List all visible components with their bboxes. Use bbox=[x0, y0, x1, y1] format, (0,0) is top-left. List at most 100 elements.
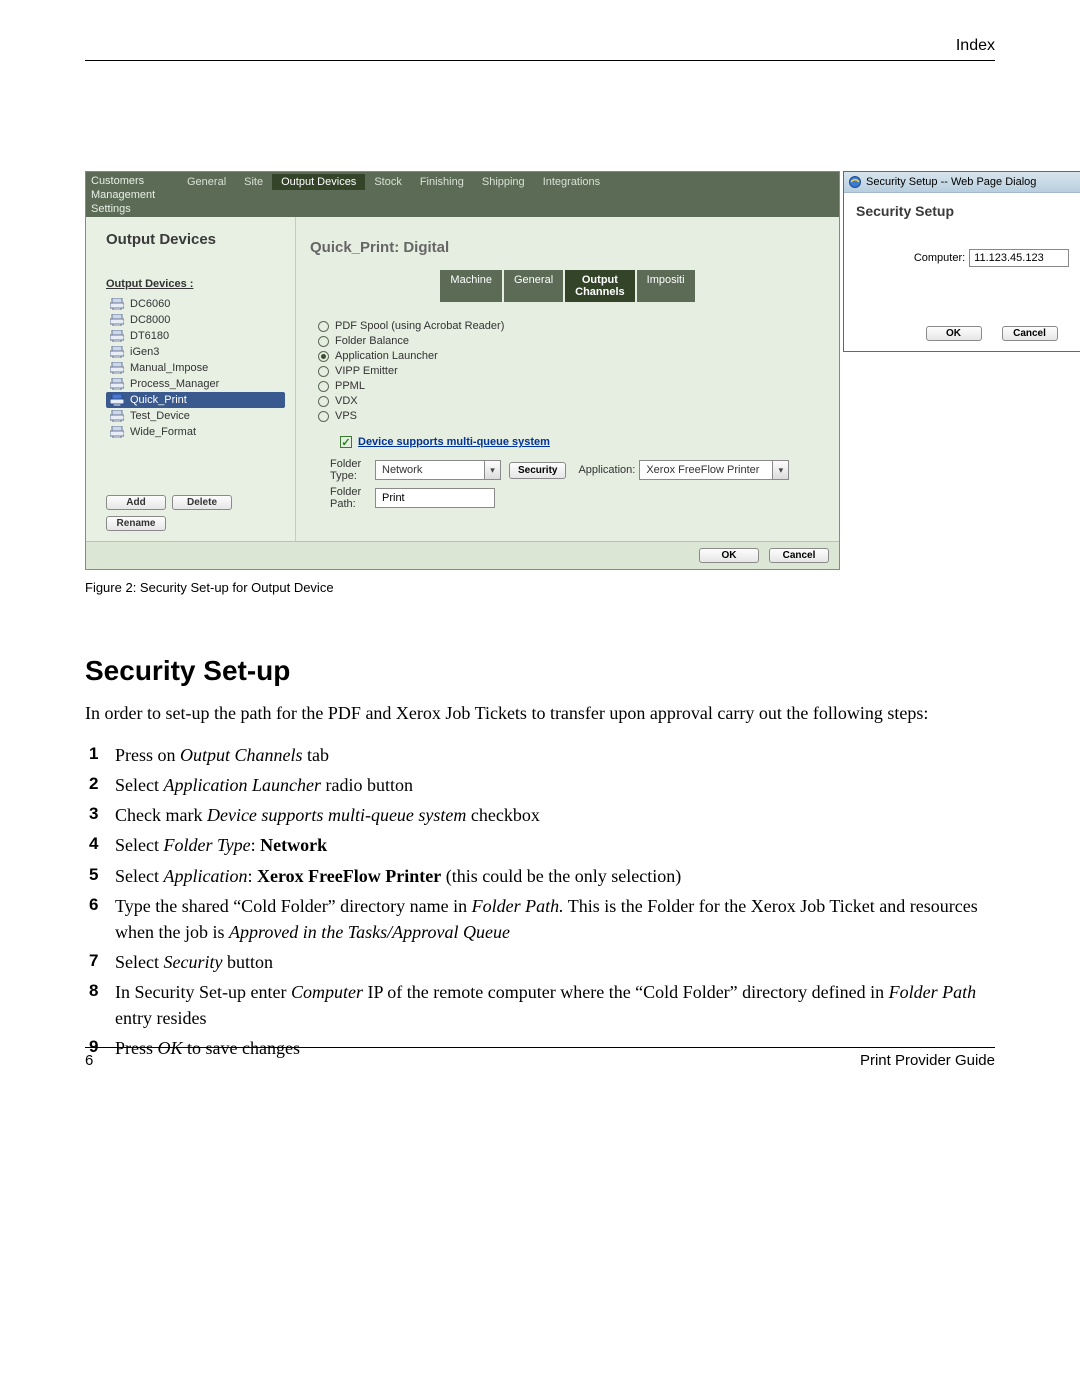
detail-title: Quick_Print: Digital bbox=[310, 239, 825, 256]
folder-type-select[interactable]: Network ▾ bbox=[375, 460, 501, 480]
steps-list: Press on Output Channels tab Select Appl… bbox=[89, 742, 995, 1061]
application-value: Xerox FreeFlow Printer bbox=[646, 464, 759, 476]
dialog-cancel-button[interactable]: Cancel bbox=[1002, 326, 1058, 341]
radio-icon bbox=[318, 381, 329, 392]
device-item[interactable]: Test_Device bbox=[106, 408, 285, 424]
printer-icon bbox=[110, 394, 124, 406]
form-grid: Folder Type: Network ▾ Security Applicat… bbox=[330, 458, 825, 510]
radio-option[interactable]: VPS bbox=[318, 410, 825, 422]
tab-site[interactable]: Site bbox=[235, 174, 272, 190]
intro-paragraph: In order to set-up the path for the PDF … bbox=[85, 701, 995, 726]
printer-icon bbox=[110, 314, 124, 326]
ok-button[interactable]: OK bbox=[699, 548, 759, 563]
work-area: Output Devices Output Devices : DC6060DC… bbox=[86, 217, 839, 541]
device-item[interactable]: Process_Manager bbox=[106, 376, 285, 392]
radio-icon bbox=[318, 366, 329, 377]
radio-option[interactable]: Application Launcher bbox=[318, 350, 825, 362]
device-item[interactable]: iGen3 bbox=[106, 344, 285, 360]
device-list-title: Output Devices : bbox=[106, 278, 285, 290]
folder-path-input[interactable] bbox=[375, 488, 495, 508]
device-item[interactable]: DC8000 bbox=[106, 312, 285, 328]
device-label: Quick_Print bbox=[130, 394, 187, 406]
menubar: Customers Management Settings General Si… bbox=[86, 172, 839, 217]
printer-icon bbox=[110, 426, 124, 438]
dialog-ok-button[interactable]: OK bbox=[926, 326, 982, 341]
device-item[interactable]: DT6180 bbox=[106, 328, 285, 344]
step-7: Select Security button bbox=[89, 949, 995, 975]
menu-management[interactable]: Management bbox=[91, 188, 173, 202]
tab-general[interactable]: General bbox=[178, 174, 235, 190]
radio-option[interactable]: PDF Spool (using Acrobat Reader) bbox=[318, 320, 825, 332]
dtab-machine[interactable]: Machine bbox=[440, 270, 502, 302]
menubar-left: Customers Management Settings bbox=[86, 172, 178, 218]
device-label: Wide_Format bbox=[130, 426, 196, 438]
bottom-bar: OK Cancel bbox=[86, 541, 839, 569]
printer-icon bbox=[110, 298, 124, 310]
step-5: Select Application: Xerox FreeFlow Print… bbox=[89, 863, 995, 889]
device-item[interactable]: Wide_Format bbox=[106, 424, 285, 440]
add-button[interactable]: Add bbox=[106, 495, 166, 510]
footer-title: Print Provider Guide bbox=[860, 1052, 995, 1069]
folder-type-value: Network bbox=[382, 464, 422, 476]
detail-tabstrip: Machine General Output Channels Impositi bbox=[310, 270, 825, 302]
multi-queue-checkbox[interactable]: ✓ bbox=[340, 436, 352, 448]
radio-label: PPML bbox=[335, 380, 365, 392]
radio-option[interactable]: Folder Balance bbox=[318, 335, 825, 347]
step-4: Select Folder Type: Network bbox=[89, 832, 995, 858]
radio-label: Folder Balance bbox=[335, 335, 409, 347]
section-heading: Security Set-up bbox=[85, 655, 995, 687]
dtab-general[interactable]: General bbox=[504, 270, 563, 302]
device-panel: Output Devices Output Devices : DC6060DC… bbox=[86, 217, 296, 541]
cancel-button[interactable]: Cancel bbox=[769, 548, 829, 563]
computer-input[interactable] bbox=[969, 249, 1069, 267]
tab-integrations[interactable]: Integrations bbox=[534, 174, 609, 190]
security-button[interactable]: Security bbox=[509, 462, 566, 479]
rename-button[interactable]: Rename bbox=[106, 516, 166, 531]
tab-output-devices[interactable]: Output Devices bbox=[272, 174, 365, 190]
step-6: Type the shared “Cold Folder” directory … bbox=[89, 893, 995, 945]
device-item[interactable]: DC6060 bbox=[106, 296, 285, 312]
step-3: Check mark Device supports multi-queue s… bbox=[89, 802, 995, 828]
page-footer: 6 Print Provider Guide bbox=[85, 1047, 995, 1069]
header-rule: Index bbox=[85, 60, 995, 61]
menu-settings[interactable]: Settings bbox=[91, 202, 173, 216]
radio-option[interactable]: VDX bbox=[318, 395, 825, 407]
device-item[interactable]: Manual_Impose bbox=[106, 360, 285, 376]
device-label: Process_Manager bbox=[130, 378, 219, 390]
device-list: DC6060 DC8000 DT6180 iGen3 Manual_Impose Proc… bbox=[106, 296, 285, 440]
device-item[interactable]: Quick_Print bbox=[106, 392, 285, 408]
chevron-down-icon: ▾ bbox=[772, 461, 788, 479]
dialog-heading: Security Setup bbox=[856, 203, 1080, 219]
radio-label: Application Launcher bbox=[335, 350, 438, 362]
multi-queue-label[interactable]: Device supports multi-queue system bbox=[358, 436, 550, 448]
security-dialog: Security Setup -- Web Page Dialog ✕ Secu… bbox=[843, 171, 1080, 352]
computer-label: Computer: bbox=[914, 252, 965, 264]
tab-stock[interactable]: Stock bbox=[365, 174, 411, 190]
menu-customers[interactable]: Customers bbox=[91, 174, 173, 188]
figure-screenshot: Customers Management Settings General Si… bbox=[85, 171, 840, 570]
radio-label: VPS bbox=[335, 410, 357, 422]
application-select[interactable]: Xerox FreeFlow Printer ▾ bbox=[639, 460, 789, 480]
device-label: Manual_Impose bbox=[130, 362, 208, 374]
folder-path-label: Folder Path: bbox=[330, 486, 375, 510]
dialog-titlebar: Security Setup -- Web Page Dialog ✕ bbox=[844, 172, 1080, 193]
device-label: DT6180 bbox=[130, 330, 169, 342]
radio-option[interactable]: VIPP Emitter bbox=[318, 365, 825, 377]
dtab-impositi[interactable]: Impositi bbox=[637, 270, 695, 302]
detail-panel: Quick_Print: Digital Machine General Out… bbox=[296, 217, 839, 541]
delete-button[interactable]: Delete bbox=[172, 495, 232, 510]
radio-icon bbox=[318, 351, 329, 362]
radio-icon bbox=[318, 336, 329, 347]
header-index: Index bbox=[956, 37, 995, 55]
radio-label: PDF Spool (using Acrobat Reader) bbox=[335, 320, 504, 332]
radio-option[interactable]: PPML bbox=[318, 380, 825, 392]
device-label: DC8000 bbox=[130, 314, 170, 326]
tab-shipping[interactable]: Shipping bbox=[473, 174, 534, 190]
tab-finishing[interactable]: Finishing bbox=[411, 174, 473, 190]
dtab-output-channels[interactable]: Output Channels bbox=[565, 270, 635, 302]
multi-queue-row: ✓ Device supports multi-queue system bbox=[340, 436, 825, 448]
step-2: Select Application Launcher radio button bbox=[89, 772, 995, 798]
printer-icon bbox=[110, 378, 124, 390]
app-window: Customers Management Settings General Si… bbox=[85, 171, 840, 570]
application-label: Application: bbox=[578, 464, 635, 476]
